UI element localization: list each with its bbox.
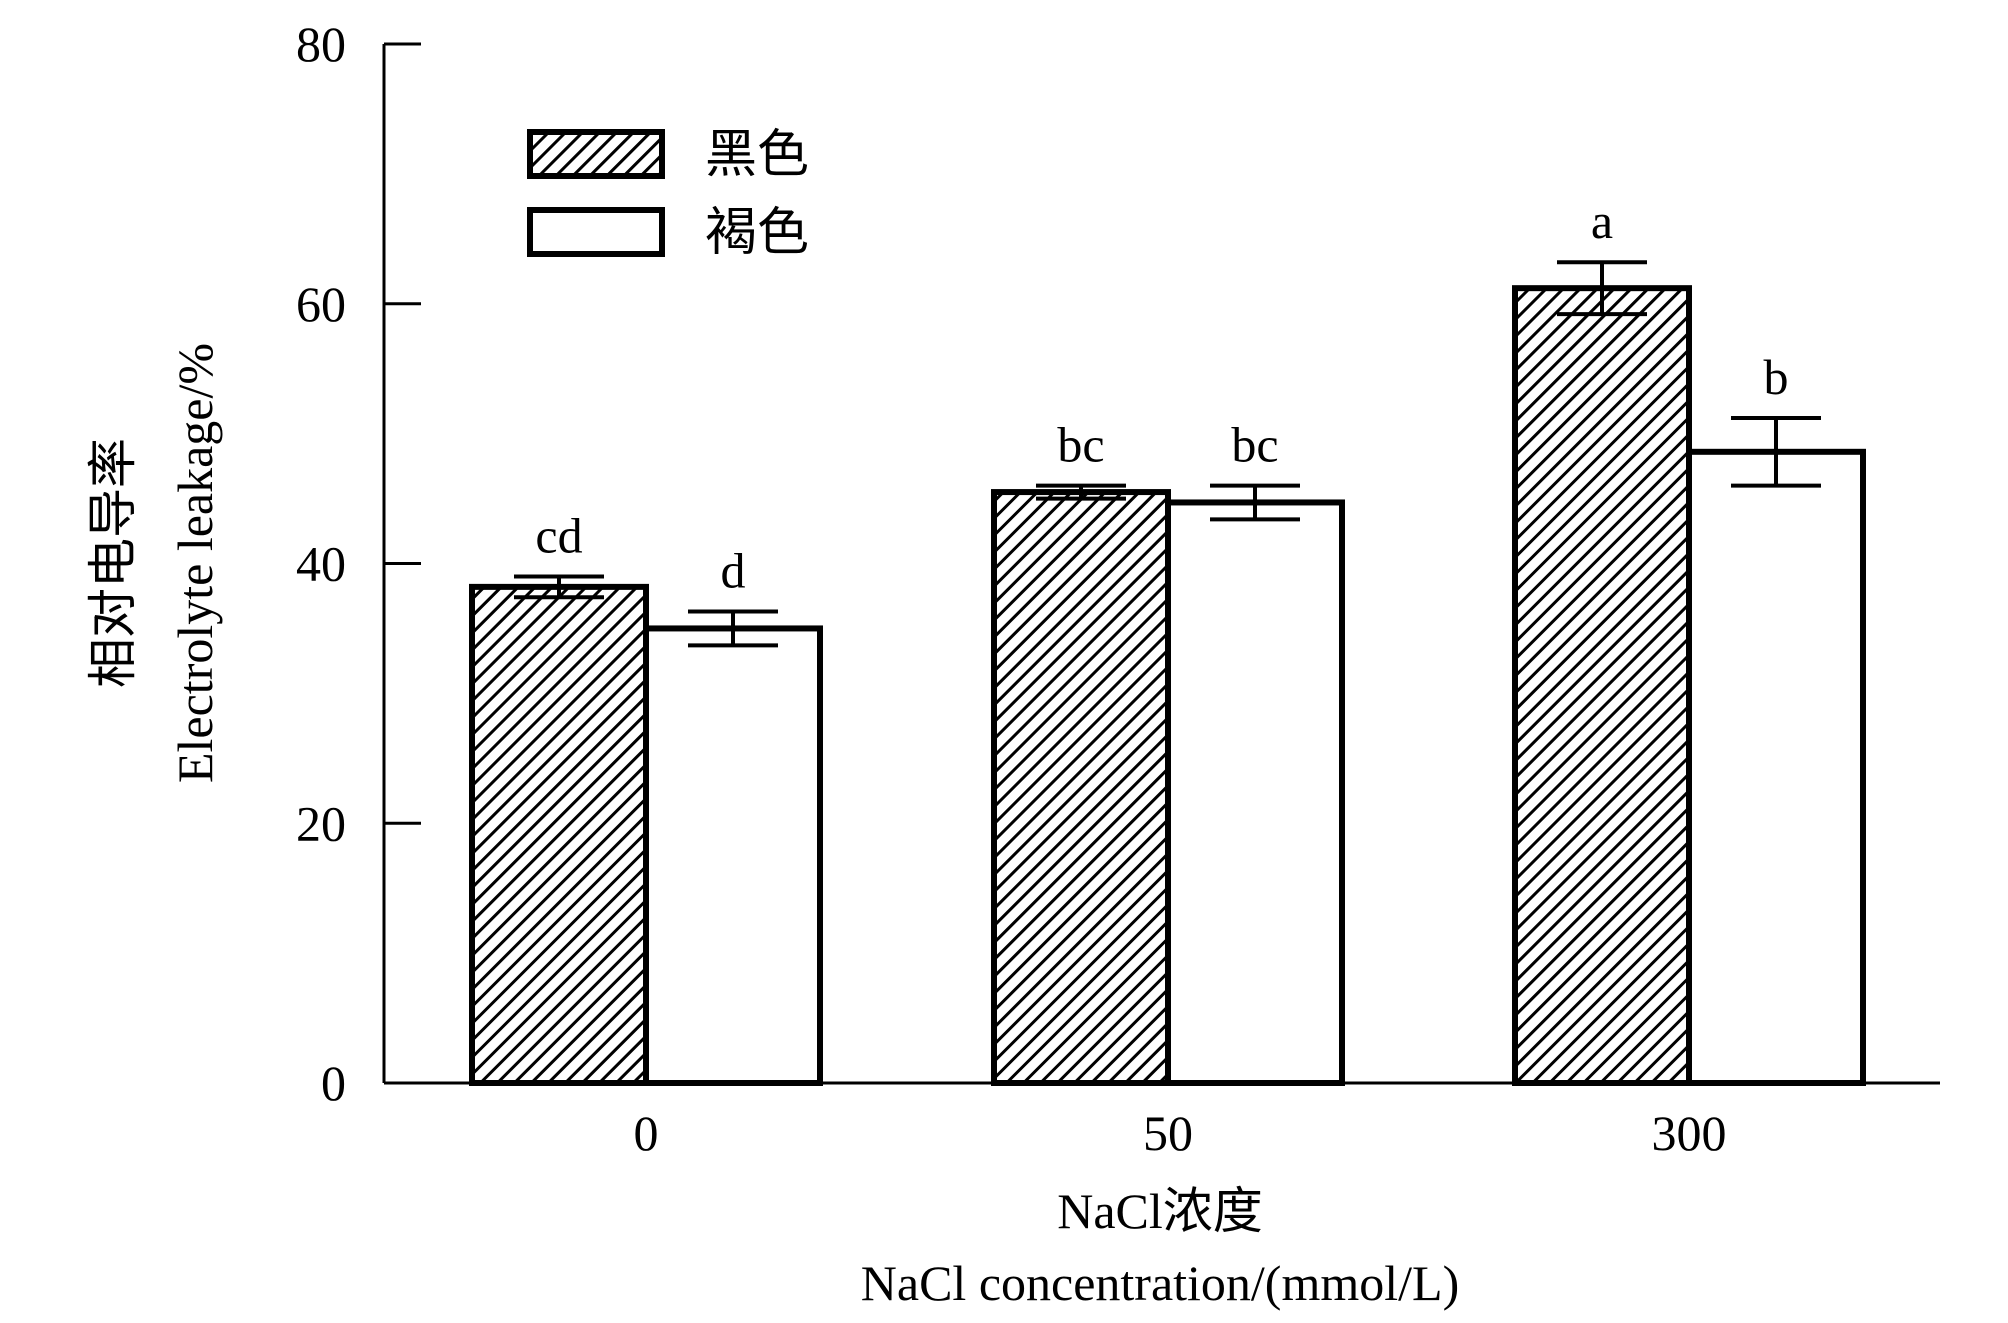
x-tick-label: 50	[1143, 1105, 1193, 1161]
legend-label-series-2: 褐色	[705, 205, 809, 262]
significance-label: bc	[1057, 417, 1104, 473]
y-axis-title-cn: 相对电导率	[85, 438, 141, 688]
error-bars	[514, 260, 1821, 648]
significance-labels: cd d bc bc a b	[535, 193, 1788, 598]
significance-label: cd	[535, 507, 582, 563]
error-bar-series-1-0	[514, 574, 604, 600]
error-bar-series-2-50	[1210, 483, 1300, 522]
y-ticks: 0 20 40 60 80	[296, 16, 421, 1111]
legend-label-series-1: 黑色	[705, 127, 809, 184]
x-tick-label: 0	[634, 1105, 659, 1161]
bar-series-2-0	[643, 625, 823, 1086]
y-tick-label: 0	[321, 1055, 346, 1111]
legend-swatch-series-1	[527, 129, 665, 179]
error-bar-series-1-50	[1036, 483, 1126, 501]
bar-series-2-300	[1686, 448, 1866, 1086]
x-ticks: 0 50 300	[634, 1105, 1727, 1161]
error-bar-series-1-300	[1557, 260, 1647, 317]
x-axis-title-en: NaCl concentration/(mmol/L)	[861, 1255, 1459, 1311]
bar-series-1-50	[991, 489, 1171, 1087]
error-bar-series-2-0	[688, 609, 778, 648]
legend-swatch-series-2	[527, 207, 665, 257]
bar-series-2-50	[1165, 499, 1345, 1086]
y-tick-label: 60	[296, 276, 346, 332]
bar-series-1-0	[469, 583, 649, 1086]
y-tick-label: 20	[296, 795, 346, 851]
y-axis-title-en: Electrolyte leakage/%	[167, 343, 223, 783]
x-tick-label: 300	[1652, 1105, 1727, 1161]
x-axis-title-cn: NaCl浓度	[1057, 1183, 1263, 1239]
significance-label: bc	[1231, 417, 1278, 473]
y-tick-label: 40	[296, 536, 346, 592]
bar-series-1-300	[1512, 285, 1692, 1087]
y-tick-label: 80	[296, 16, 346, 72]
legend: 黑色 褐色	[527, 127, 809, 262]
bars	[469, 285, 1866, 1087]
error-bar-series-2-300	[1731, 416, 1821, 488]
significance-label: d	[721, 543, 746, 599]
significance-label: b	[1764, 349, 1789, 405]
significance-label: a	[1591, 193, 1613, 249]
